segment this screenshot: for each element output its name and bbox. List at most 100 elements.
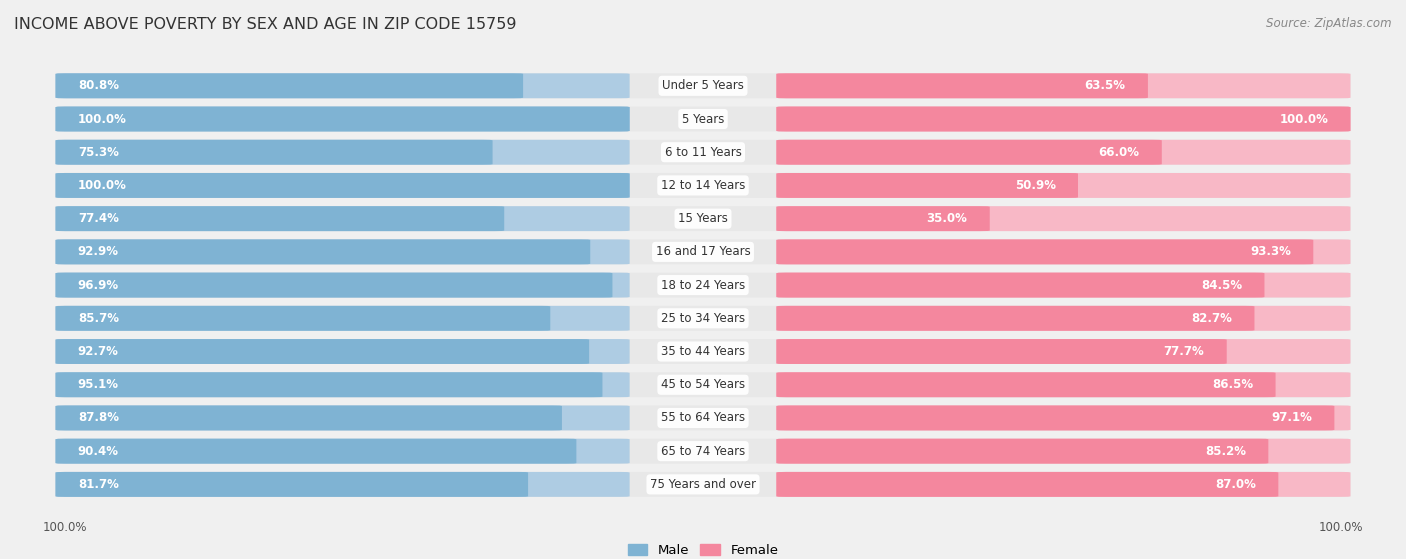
FancyBboxPatch shape <box>776 239 1313 264</box>
FancyBboxPatch shape <box>776 239 1351 264</box>
Text: 35 to 44 Years: 35 to 44 Years <box>661 345 745 358</box>
FancyBboxPatch shape <box>776 173 1078 198</box>
Text: 15 Years: 15 Years <box>678 212 728 225</box>
FancyBboxPatch shape <box>55 173 1351 198</box>
FancyBboxPatch shape <box>55 405 562 430</box>
Text: 75.3%: 75.3% <box>77 146 118 159</box>
FancyBboxPatch shape <box>55 206 505 231</box>
Text: 5 Years: 5 Years <box>682 112 724 126</box>
Text: 87.0%: 87.0% <box>1215 478 1256 491</box>
Text: 6 to 11 Years: 6 to 11 Years <box>665 146 741 159</box>
FancyBboxPatch shape <box>776 439 1351 463</box>
FancyBboxPatch shape <box>55 306 550 331</box>
Text: 93.3%: 93.3% <box>1250 245 1291 258</box>
FancyBboxPatch shape <box>776 140 1161 165</box>
Text: 12 to 14 Years: 12 to 14 Years <box>661 179 745 192</box>
FancyBboxPatch shape <box>55 239 630 264</box>
FancyBboxPatch shape <box>55 140 630 165</box>
FancyBboxPatch shape <box>55 73 523 98</box>
Text: 77.4%: 77.4% <box>77 212 118 225</box>
Text: 55 to 64 Years: 55 to 64 Years <box>661 411 745 424</box>
Legend: Male, Female: Male, Female <box>623 539 783 559</box>
FancyBboxPatch shape <box>55 472 1351 497</box>
FancyBboxPatch shape <box>55 107 630 131</box>
Text: 65 to 74 Years: 65 to 74 Years <box>661 444 745 458</box>
Text: 100.0%: 100.0% <box>1279 112 1329 126</box>
Text: 45 to 54 Years: 45 to 54 Years <box>661 378 745 391</box>
FancyBboxPatch shape <box>55 472 630 497</box>
Text: 35.0%: 35.0% <box>927 212 967 225</box>
FancyBboxPatch shape <box>776 140 1351 165</box>
FancyBboxPatch shape <box>55 439 630 463</box>
FancyBboxPatch shape <box>55 107 1351 131</box>
FancyBboxPatch shape <box>776 173 1351 198</box>
Text: 85.7%: 85.7% <box>77 312 120 325</box>
Text: 100.0%: 100.0% <box>77 179 127 192</box>
FancyBboxPatch shape <box>776 339 1351 364</box>
Text: 85.2%: 85.2% <box>1205 444 1246 458</box>
FancyBboxPatch shape <box>776 107 1351 131</box>
FancyBboxPatch shape <box>776 273 1351 297</box>
FancyBboxPatch shape <box>776 372 1351 397</box>
FancyBboxPatch shape <box>55 239 591 264</box>
FancyBboxPatch shape <box>55 239 1351 264</box>
Text: 87.8%: 87.8% <box>77 411 120 424</box>
Text: 96.9%: 96.9% <box>77 278 120 292</box>
FancyBboxPatch shape <box>776 472 1351 497</box>
FancyBboxPatch shape <box>776 405 1334 430</box>
FancyBboxPatch shape <box>55 372 630 397</box>
FancyBboxPatch shape <box>55 173 630 198</box>
FancyBboxPatch shape <box>776 107 1351 131</box>
Text: 25 to 34 Years: 25 to 34 Years <box>661 312 745 325</box>
FancyBboxPatch shape <box>776 472 1278 497</box>
FancyBboxPatch shape <box>776 73 1351 98</box>
FancyBboxPatch shape <box>55 206 1351 231</box>
Text: Source: ZipAtlas.com: Source: ZipAtlas.com <box>1267 17 1392 30</box>
Text: 77.7%: 77.7% <box>1164 345 1205 358</box>
FancyBboxPatch shape <box>776 206 990 231</box>
Text: 75 Years and over: 75 Years and over <box>650 478 756 491</box>
FancyBboxPatch shape <box>55 273 1351 297</box>
Text: 16 and 17 Years: 16 and 17 Years <box>655 245 751 258</box>
Text: 86.5%: 86.5% <box>1212 378 1253 391</box>
FancyBboxPatch shape <box>776 273 1264 297</box>
FancyBboxPatch shape <box>55 439 576 463</box>
FancyBboxPatch shape <box>55 107 630 131</box>
FancyBboxPatch shape <box>776 73 1147 98</box>
Text: 95.1%: 95.1% <box>77 378 120 391</box>
Text: 84.5%: 84.5% <box>1201 278 1241 292</box>
Text: Under 5 Years: Under 5 Years <box>662 79 744 92</box>
FancyBboxPatch shape <box>55 273 613 297</box>
FancyBboxPatch shape <box>55 140 1351 165</box>
Text: 80.8%: 80.8% <box>77 79 120 92</box>
Text: 97.1%: 97.1% <box>1271 411 1312 424</box>
FancyBboxPatch shape <box>55 206 630 231</box>
FancyBboxPatch shape <box>55 173 630 198</box>
FancyBboxPatch shape <box>55 405 630 430</box>
FancyBboxPatch shape <box>776 439 1268 463</box>
FancyBboxPatch shape <box>55 339 589 364</box>
FancyBboxPatch shape <box>55 405 1351 430</box>
FancyBboxPatch shape <box>55 140 492 165</box>
Text: 18 to 24 Years: 18 to 24 Years <box>661 278 745 292</box>
FancyBboxPatch shape <box>776 306 1254 331</box>
Text: 66.0%: 66.0% <box>1098 146 1139 159</box>
Text: 81.7%: 81.7% <box>77 478 118 491</box>
Text: 92.9%: 92.9% <box>77 245 120 258</box>
Text: 100.0%: 100.0% <box>77 112 127 126</box>
FancyBboxPatch shape <box>776 206 1351 231</box>
Text: INCOME ABOVE POVERTY BY SEX AND AGE IN ZIP CODE 15759: INCOME ABOVE POVERTY BY SEX AND AGE IN Z… <box>14 17 516 32</box>
Text: 90.4%: 90.4% <box>77 444 120 458</box>
FancyBboxPatch shape <box>776 306 1351 331</box>
FancyBboxPatch shape <box>55 73 630 98</box>
FancyBboxPatch shape <box>55 472 529 497</box>
Text: 82.7%: 82.7% <box>1191 312 1232 325</box>
FancyBboxPatch shape <box>55 339 630 364</box>
FancyBboxPatch shape <box>55 372 602 397</box>
FancyBboxPatch shape <box>55 306 630 331</box>
Text: 50.9%: 50.9% <box>1015 179 1056 192</box>
FancyBboxPatch shape <box>55 73 1351 98</box>
Text: 92.7%: 92.7% <box>77 345 118 358</box>
FancyBboxPatch shape <box>55 273 630 297</box>
FancyBboxPatch shape <box>55 339 1351 364</box>
